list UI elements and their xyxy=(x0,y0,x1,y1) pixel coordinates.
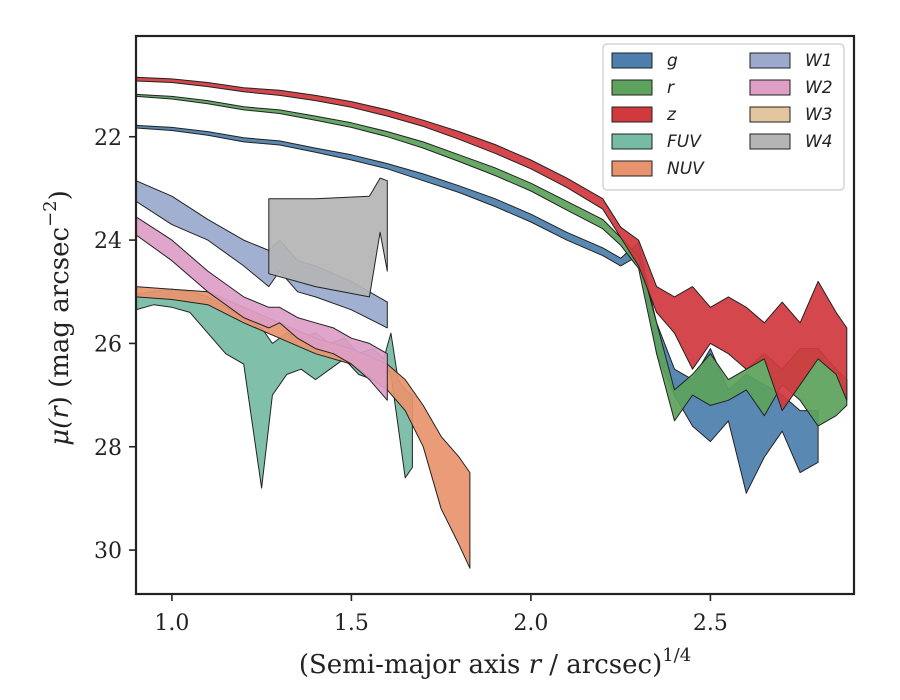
y-axis: 22 24 26 28 30 xyxy=(94,126,136,564)
legend-label-w1: W1 xyxy=(805,51,833,71)
x-tick-label: 2.5 xyxy=(693,611,728,636)
legend-label-fuv: FUV xyxy=(667,132,702,152)
band-g xyxy=(136,124,819,494)
plot-frame xyxy=(134,34,856,596)
legend-label-g: g xyxy=(667,51,678,71)
x-axis: 1.0 1.5 2.0 2.5 xyxy=(154,594,728,636)
legend-label-r: r xyxy=(667,78,675,98)
band-w1 xyxy=(136,180,388,329)
y-tick-label: 22 xyxy=(94,126,122,151)
legend-swatch-z xyxy=(611,106,653,123)
x-tick-label: 1.0 xyxy=(154,611,189,636)
legend-swatch-fuv xyxy=(611,133,653,150)
band-w2 xyxy=(136,216,388,401)
legend-label-w3: W3 xyxy=(805,105,833,125)
y-tick-label: 28 xyxy=(94,436,122,461)
legend-swatch-g xyxy=(611,52,653,69)
x-tick-label: 2.0 xyxy=(513,611,548,636)
y-axis-label: μ(r) (mag arcsec−2) xyxy=(40,190,75,446)
y-tick-label: 26 xyxy=(94,332,122,357)
legend-swatch-nuv xyxy=(611,160,653,177)
legend-swatch-r xyxy=(611,79,653,96)
legend-label-nuv: NUV xyxy=(667,159,705,179)
legend-swatch-w4 xyxy=(749,133,791,150)
band-z xyxy=(136,76,848,412)
legend-swatch-w3 xyxy=(749,106,791,123)
legend-label-z: z xyxy=(666,105,677,125)
legend: grz FUV NUV W1 W2 W3 W4 xyxy=(602,43,845,191)
y-tick-label: 30 xyxy=(94,539,122,564)
legend-swatch-w1 xyxy=(749,52,791,69)
band-w4 xyxy=(268,177,388,298)
x-axis-label: (Semi-major axis r / arcsec)1/4 xyxy=(299,645,691,680)
legend-label-w2: W2 xyxy=(805,78,833,98)
legend-label-w4: W4 xyxy=(805,132,833,152)
legend-swatch-w2 xyxy=(749,79,791,96)
band-layer xyxy=(136,76,848,569)
x-tick-label: 1.5 xyxy=(334,611,369,636)
y-tick-label: 24 xyxy=(94,229,122,254)
